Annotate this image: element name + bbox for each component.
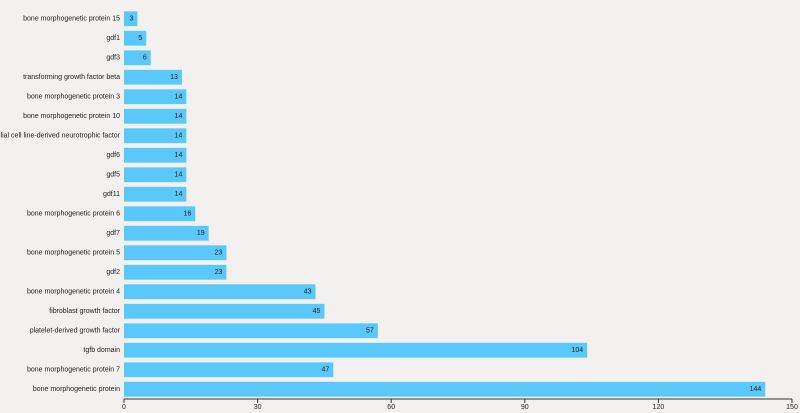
y-tick-label: fibroblast growth factor (49, 308, 120, 315)
x-tick-label: 60 (387, 404, 395, 411)
value-label: 19 (197, 230, 205, 237)
value-label: 14 (175, 94, 183, 101)
value-label: 104 (571, 347, 583, 354)
bar (124, 362, 334, 378)
y-tick-label: gdf6 (106, 152, 120, 159)
value-label: 16 (183, 211, 191, 218)
value-label: 3 (129, 16, 133, 23)
bar (124, 128, 187, 144)
y-tick-label: gdf11 (103, 191, 120, 198)
value-label: 14 (175, 172, 183, 179)
value-label: 14 (175, 113, 183, 120)
y-tick-label: gdf3 (106, 55, 120, 62)
y-tick-label: tgfb domain (83, 347, 120, 354)
y-tick-label: bone morphogenetic protein 5 (27, 250, 120, 257)
x-tick-label: 30 (254, 404, 262, 411)
y-tick-label: gdf2 (106, 269, 120, 276)
bar (124, 206, 196, 222)
bar (124, 69, 182, 85)
value-label: 43 (304, 289, 312, 296)
bar (124, 303, 325, 319)
value-label: 47 (322, 367, 330, 374)
value-label: 45 (313, 308, 321, 315)
bar (124, 186, 187, 202)
y-tick-label: glial cell line-derived neurotrophic fac… (0, 133, 121, 140)
x-tick-label: 0 (122, 404, 126, 411)
value-label: 13 (170, 74, 178, 81)
bar (124, 284, 316, 300)
bar (124, 30, 147, 46)
y-tick-label: platelet-derived growth factor (30, 328, 121, 335)
x-tick-label: 90 (521, 404, 529, 411)
y-tick-label: bone morphogenetic protein 6 (27, 211, 120, 218)
bar (124, 323, 378, 339)
y-tick-label: gdf7 (106, 230, 120, 237)
y-tick-label: transforming growth factor beta (23, 74, 120, 81)
y-tick-label: bone morphogenetic protein 15 (23, 16, 120, 23)
value-label: 14 (175, 152, 183, 159)
y-tick-label: gdf1 (106, 35, 120, 42)
value-label: 6 (143, 55, 147, 62)
value-label: 23 (215, 250, 223, 257)
bar (124, 108, 187, 124)
bar (124, 264, 227, 280)
value-label: 14 (175, 191, 183, 198)
y-tick-label: bone morphogenetic protein 10 (23, 113, 120, 120)
bar (124, 245, 227, 261)
y-tick-label: bone morphogenetic protein 7 (27, 367, 120, 374)
bar (124, 342, 588, 358)
value-label: 144 (750, 386, 762, 393)
value-label: 5 (138, 35, 142, 42)
bar (124, 50, 151, 66)
value-label: 14 (175, 133, 183, 140)
y-tick-label: gdf5 (106, 172, 120, 179)
y-tick-label: bone morphogenetic protein 3 (27, 94, 120, 101)
y-tick-label: bone morphogenetic protein 4 (27, 289, 120, 296)
bar (124, 147, 187, 163)
bar (124, 167, 187, 183)
x-tick-label: 150 (786, 404, 798, 411)
bar (124, 381, 766, 397)
value-label: 57 (366, 328, 374, 335)
y-tick-label: bone morphogenetic protein (33, 386, 120, 393)
bar (124, 89, 187, 105)
bar (124, 225, 209, 241)
value-label: 23 (215, 269, 223, 276)
bar (124, 11, 138, 27)
x-tick-label: 120 (653, 404, 665, 411)
